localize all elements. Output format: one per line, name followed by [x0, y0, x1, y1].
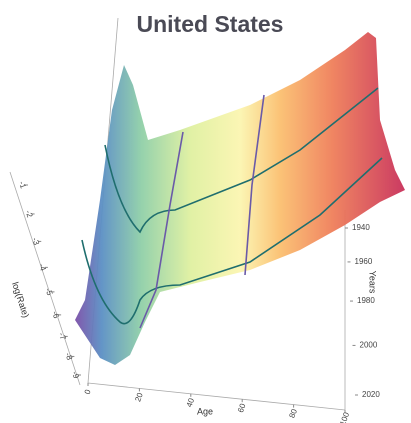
z-tick-label: -3: [30, 237, 41, 247]
z-tick-label: -6: [50, 310, 61, 320]
x-tick-label: 20: [133, 391, 145, 403]
x-tick-label: 80: [287, 407, 299, 419]
surface-lines: [81, 87, 383, 329]
z-tick-label: -8: [63, 352, 74, 362]
x-tick-label: 100: [338, 411, 351, 423]
z-tick-label: -9: [70, 370, 81, 380]
x-tick-label: 40: [185, 396, 197, 408]
y-tick-label: 2000: [360, 341, 378, 350]
surface: [75, 32, 405, 365]
z-axis-label: log(Rate): [10, 281, 31, 319]
z-tick-label: -2: [24, 209, 35, 219]
y-tick-label: 1980: [357, 296, 375, 305]
z-tick-label: -1: [17, 180, 28, 190]
y-tick-label: 1960: [355, 257, 373, 266]
x-tick-label: 0: [83, 388, 93, 396]
z-tick-label: -5: [43, 287, 54, 297]
x-axis-label: Age: [197, 406, 213, 416]
x-tick-label: 60: [236, 402, 248, 414]
z-tick-label: -4: [37, 262, 48, 272]
y-tick-label: 1940: [352, 223, 370, 232]
y-axis-label: Years: [368, 271, 378, 294]
chart-title: United States: [137, 11, 284, 37]
y-tick-label: 2020: [362, 390, 380, 399]
z-tick-label: -7: [57, 332, 68, 342]
